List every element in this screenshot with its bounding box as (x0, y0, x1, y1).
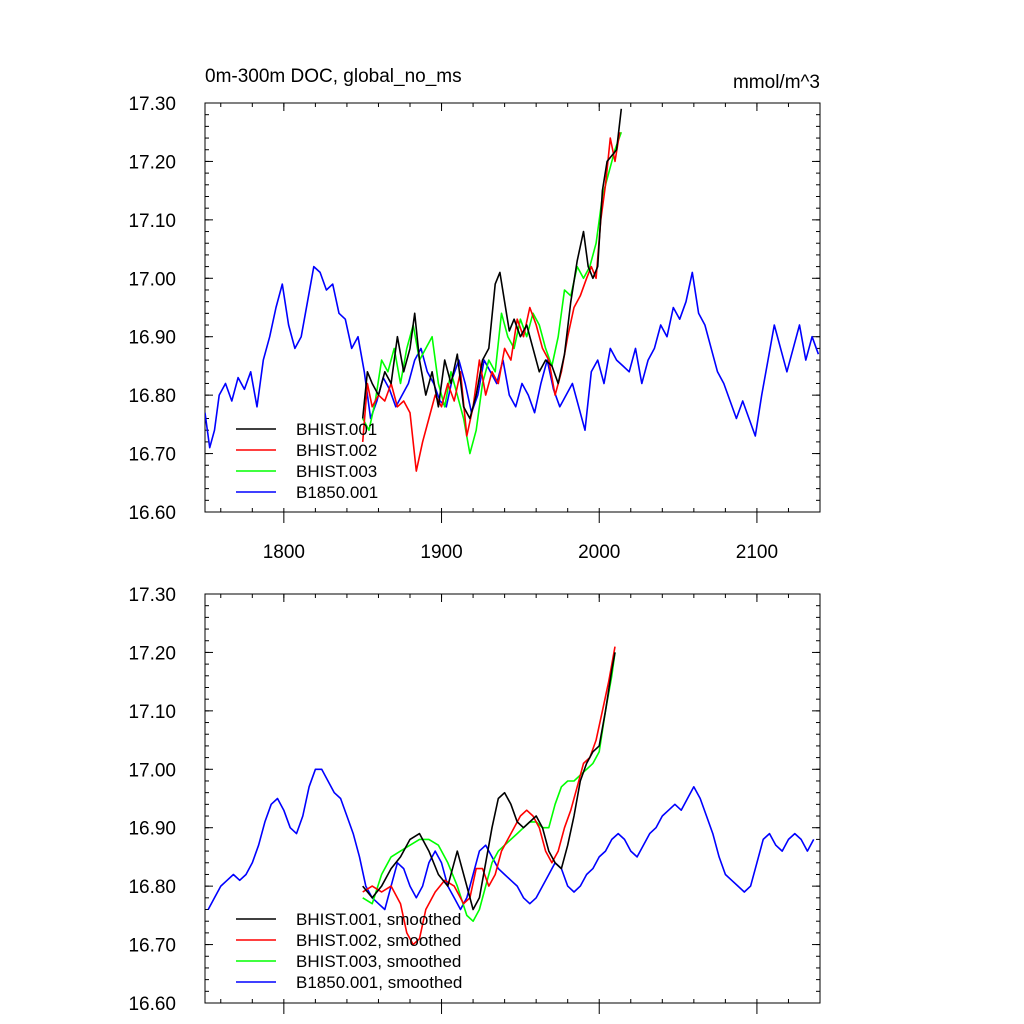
y-tick-label: 17.30 (128, 585, 176, 606)
legend-label: B1850.001 (296, 483, 378, 502)
y-tick-label: 17.20 (128, 152, 176, 173)
series-line (361, 108, 623, 420)
series-line (361, 132, 621, 472)
legend-label: BHIST.001 (296, 420, 377, 439)
chart-title: 0m-300m DOC, global_no_ms (205, 66, 462, 87)
x-tick-label: 2000 (578, 542, 620, 563)
legend-label: B1850.001, smoothed (296, 973, 462, 992)
y-tick-label: 16.60 (128, 994, 176, 1015)
y-tick-label: 16.90 (128, 819, 176, 840)
plot-frame (204, 593, 821, 1004)
series-line (362, 652, 616, 911)
legend-label: BHIST.001, smoothed (296, 910, 461, 929)
y-tick-label: 17.10 (128, 702, 176, 723)
y-tick-label: 17.00 (128, 269, 176, 290)
series-line (362, 646, 616, 946)
y-tick-label: 16.80 (128, 877, 176, 898)
x-tick-label: 1900 (420, 542, 462, 563)
x-tick-label: 1800 (263, 542, 305, 563)
series-line (361, 131, 623, 455)
y-tick-label: 17.30 (128, 94, 176, 115)
legend-label: BHIST.003, smoothed (296, 952, 461, 971)
legend-label: BHIST.002 (296, 441, 377, 460)
series-group (207, 646, 815, 946)
series-line (207, 768, 815, 911)
legend-label: BHIST.003 (296, 462, 377, 481)
y-tick-label: 17.00 (128, 760, 176, 781)
y-tick-label: 17.20 (128, 643, 176, 664)
units-label: mmol/m^3 (733, 72, 820, 93)
bottom-panel: 16.60 16.70 16.80 16.90 17.00 17.10 17.20 17.30… (128, 585, 821, 1015)
y-tick-label: 17.10 (128, 211, 176, 232)
plot-frame (204, 102, 821, 513)
top-panel: 16.60 16.70 16.80 16.90 17.00 17.10 17.20 17.30… (128, 66, 821, 563)
x-tick-label: 2100 (736, 542, 778, 563)
legend-label: BHIST.002, smoothed (296, 931, 461, 950)
y-tick-label: 16.90 (128, 328, 176, 349)
y-tick-label: 16.80 (128, 386, 176, 407)
y-tick-label: 16.60 (128, 503, 176, 524)
y-tick-label: 16.70 (128, 445, 176, 466)
series-group (205, 108, 820, 472)
y-tick-label: 16.70 (128, 936, 176, 957)
series-line (205, 265, 820, 449)
